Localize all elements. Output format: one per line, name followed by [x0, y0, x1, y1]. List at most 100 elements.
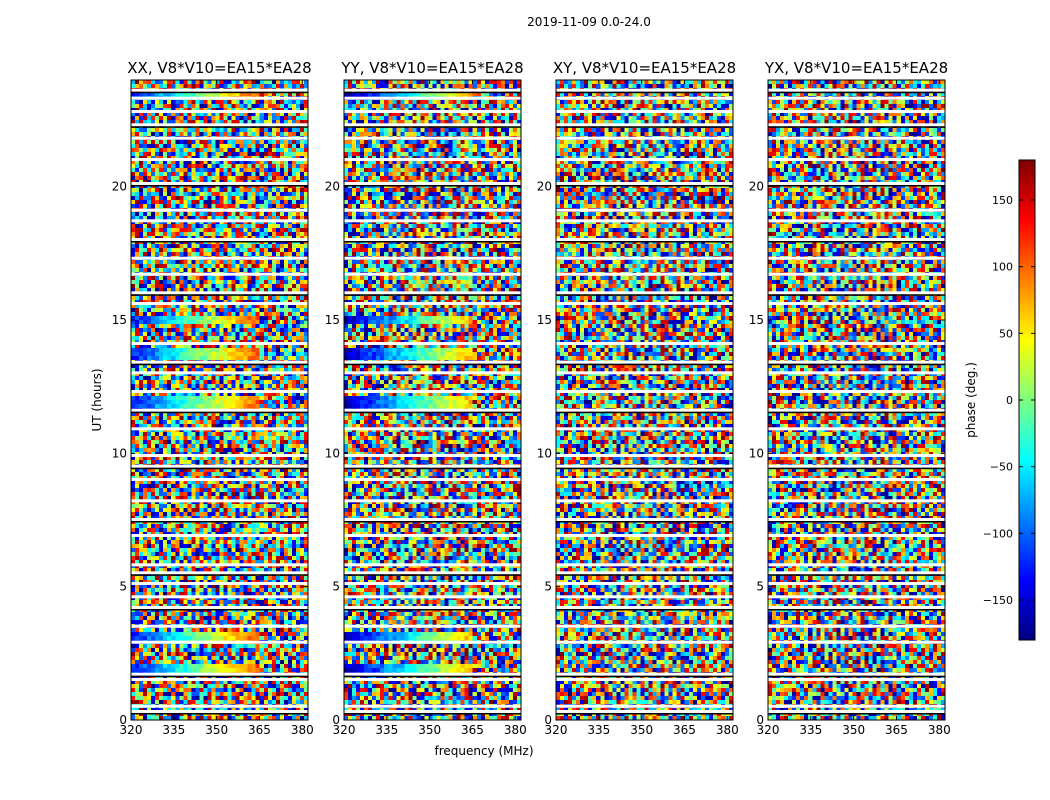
x-tick-label: 365	[885, 723, 908, 737]
row-separator	[556, 521, 733, 523]
x-tick-label: 350	[205, 723, 228, 737]
flagged-row	[768, 238, 945, 241]
flagged-row	[344, 182, 521, 185]
flagged-row	[556, 478, 733, 481]
row-separator	[131, 294, 308, 296]
flagged-row	[768, 137, 945, 140]
figure: 2019-11-09 0.0-24.0 XX, V8*V10=EA15*EA28…	[0, 0, 1050, 800]
flagged-row	[768, 571, 945, 574]
row-separator	[768, 574, 945, 576]
row-separator	[131, 574, 308, 576]
flagged-row	[131, 478, 308, 481]
flagged-row	[344, 625, 521, 628]
row-separator	[768, 92, 945, 94]
row-separator	[768, 521, 945, 523]
flagged-row	[131, 302, 308, 305]
row-separator	[344, 241, 521, 243]
flagged-row	[768, 182, 945, 185]
y-tick-label: 10	[537, 446, 552, 460]
x-tick-label: 335	[587, 723, 610, 737]
y-tick-label: 20	[749, 180, 764, 194]
flagged-row	[131, 582, 308, 585]
flagged-row	[344, 641, 521, 644]
flagged-row	[768, 625, 945, 628]
row-separator	[556, 364, 733, 366]
row-separator	[131, 92, 308, 94]
row-separator	[344, 574, 521, 576]
flagged-row	[768, 219, 945, 222]
panel-title: XX, V8*V10=EA15*EA28	[127, 59, 311, 77]
flagged-row	[768, 478, 945, 481]
flagged-row	[556, 302, 733, 305]
flagged-row	[768, 291, 945, 294]
row-separator	[768, 364, 945, 366]
flagged-row	[556, 182, 733, 185]
flagged-row	[556, 454, 733, 457]
row-separator	[131, 609, 308, 611]
flagged-row	[344, 454, 521, 457]
flagged-row	[768, 705, 945, 708]
row-separator	[556, 412, 733, 414]
flagged-row	[344, 465, 521, 468]
flagged-row	[131, 673, 308, 676]
flagged-row	[768, 123, 945, 126]
row-separator	[556, 92, 733, 94]
flagged-row	[131, 454, 308, 457]
flagged-row	[131, 342, 308, 345]
flagged-row	[556, 409, 733, 412]
flagged-row	[768, 273, 945, 276]
flagged-row	[556, 571, 733, 574]
flagged-row	[556, 465, 733, 468]
row-separator	[344, 521, 521, 523]
flagged-row	[556, 678, 733, 681]
x-tick-label: 365	[461, 723, 484, 737]
flagged-row	[768, 595, 945, 598]
x-tick-label: 320	[333, 723, 356, 737]
x-tick-label: 350	[842, 723, 865, 737]
row-separator	[556, 126, 733, 128]
flagged-row	[344, 678, 521, 681]
row-separator	[131, 185, 308, 187]
flagged-row	[344, 219, 521, 222]
row-separator	[344, 294, 521, 296]
row-separator	[556, 609, 733, 611]
row-separator	[556, 241, 733, 243]
flagged-row	[556, 582, 733, 585]
flagged-row	[768, 499, 945, 502]
flagged-row	[556, 641, 733, 644]
flagged-row	[556, 238, 733, 241]
flagged-row	[768, 342, 945, 345]
flagged-row	[344, 705, 521, 708]
flagged-row	[768, 582, 945, 585]
flagged-row	[344, 563, 521, 566]
colorbar-tick-label: 50	[999, 327, 1013, 340]
flagged-row	[556, 209, 733, 212]
phase-cells	[344, 80, 522, 720]
y-tick-label: 15	[112, 313, 127, 327]
flagged-row	[556, 606, 733, 609]
x-tick-label: 320	[757, 723, 780, 737]
flagged-row	[344, 123, 521, 126]
flagged-row	[344, 97, 521, 100]
row-separator	[768, 412, 945, 414]
row-separator	[344, 185, 521, 187]
flagged-row	[768, 534, 945, 537]
flagged-row	[131, 123, 308, 126]
flagged-row	[131, 209, 308, 212]
flagged-row	[131, 137, 308, 140]
row-separator	[344, 713, 521, 715]
flagged-row	[344, 390, 521, 393]
x-tick-label: 380	[291, 723, 314, 737]
flagged-row	[131, 371, 308, 374]
row-separator	[556, 713, 733, 715]
y-tick-label: 5	[544, 580, 552, 594]
y-tick-label: 15	[749, 313, 764, 327]
x-tick-label: 320	[545, 723, 568, 737]
flagged-row	[344, 238, 521, 241]
flagged-row	[556, 563, 733, 566]
flagged-row	[344, 273, 521, 276]
flagged-row	[768, 678, 945, 681]
y-tick-label: 15	[537, 313, 552, 327]
